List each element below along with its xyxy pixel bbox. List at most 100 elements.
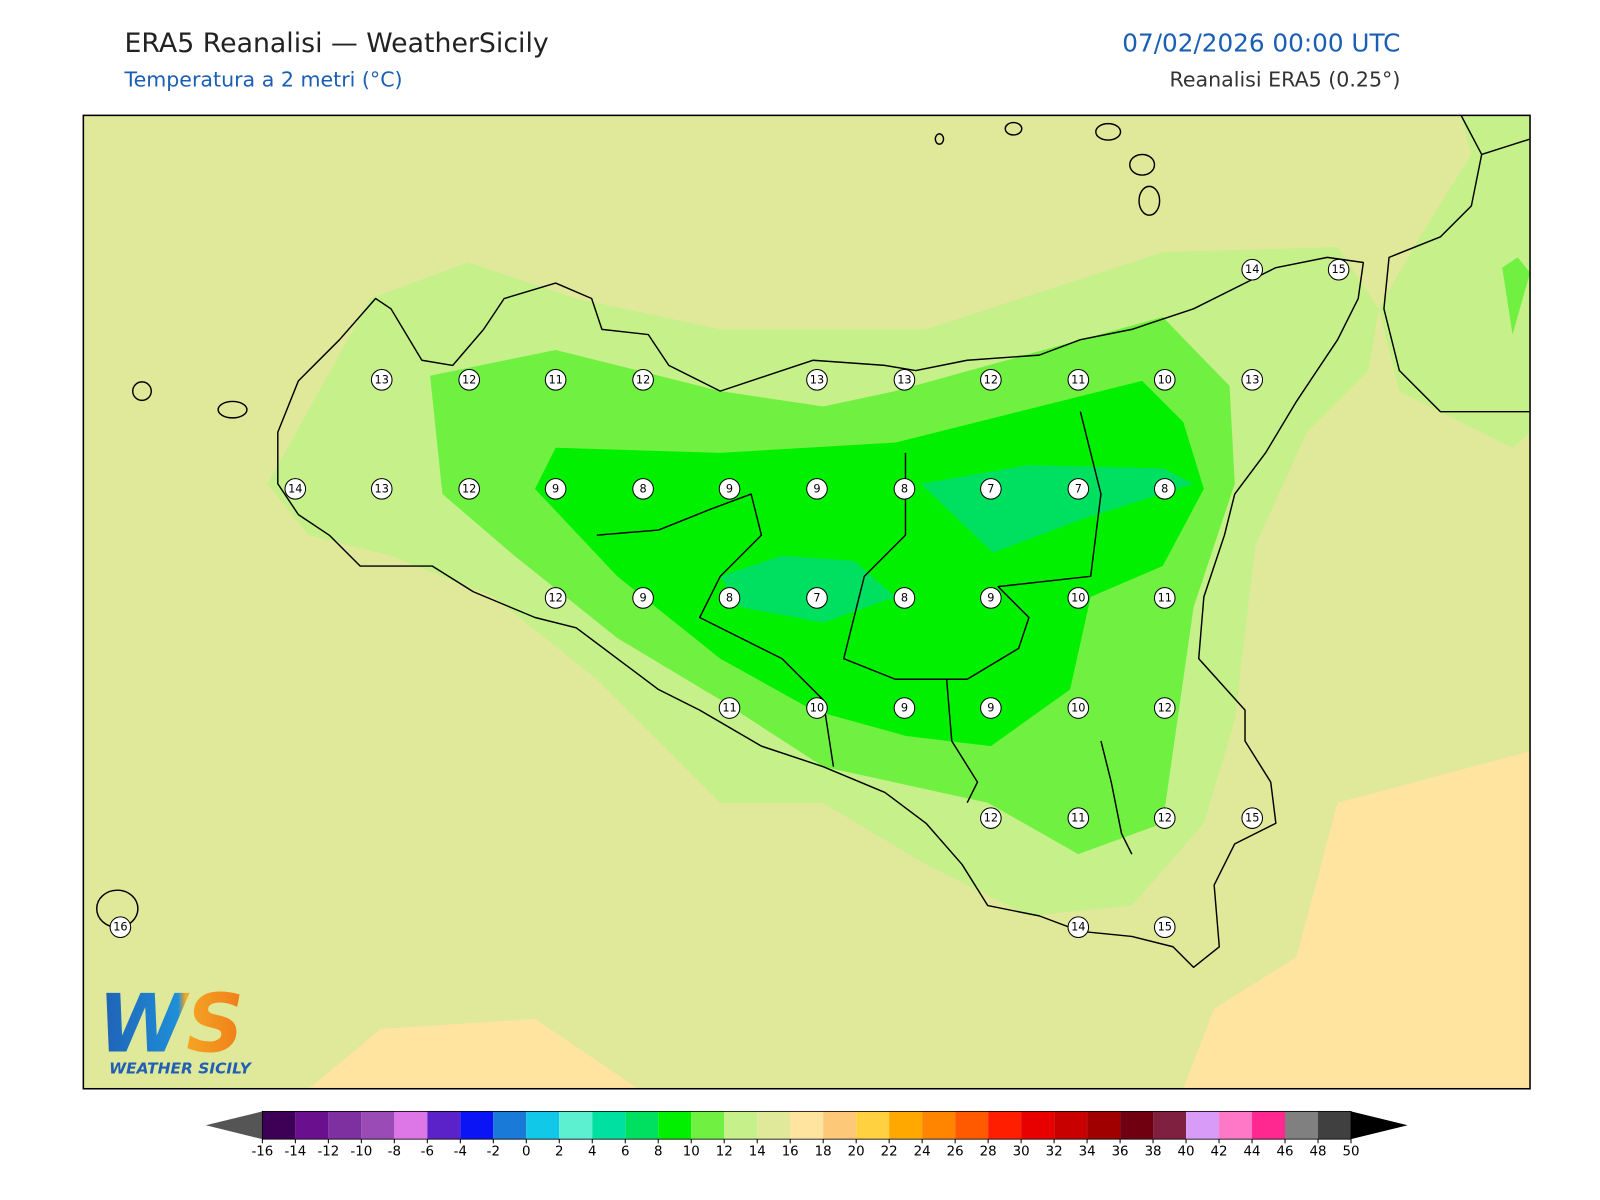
colorbar-outline	[261, 1110, 1352, 1140]
station-value: 13	[810, 373, 824, 386]
station-value: 12	[462, 482, 476, 495]
colorbar-tick-label: 2	[555, 1145, 563, 1160]
station-marker	[1153, 697, 1176, 719]
station-value: 11	[1071, 812, 1085, 825]
station-value: 9	[987, 591, 994, 604]
station-marker	[1241, 807, 1264, 829]
colorbar-segment	[526, 1111, 560, 1140]
station: 8	[718, 587, 741, 609]
station-value: 7	[1075, 482, 1082, 495]
station-marker	[806, 697, 828, 719]
colorbar-tick-label: 34	[1079, 1145, 1096, 1160]
station: 12	[980, 369, 1002, 391]
station: 8	[632, 478, 654, 500]
colorbar-segment	[559, 1111, 593, 1140]
station-value: 11	[722, 702, 736, 715]
colorbar-segment	[1285, 1111, 1319, 1140]
station-value: 8	[901, 482, 908, 495]
station: 10	[806, 697, 828, 719]
colorbar-tick-label: -2	[487, 1145, 500, 1160]
station-value: 10	[810, 702, 824, 715]
colorbar-segment	[625, 1111, 659, 1140]
colorbar-segment	[724, 1111, 758, 1140]
station: 8	[1153, 478, 1176, 500]
station-marker	[1067, 587, 1090, 609]
source: Reanalisi ERA5 (0.25°)	[1169, 67, 1400, 91]
station-value: 12	[984, 812, 998, 825]
colorbar-tick-label: 6	[621, 1145, 629, 1160]
station-marker	[1153, 587, 1176, 609]
datetime: 07/02/2026 00:00 UTC	[1122, 28, 1400, 57]
colorbar-tick-label: 32	[1046, 1145, 1063, 1160]
station-value: 9	[987, 702, 994, 715]
logo-name: WEATHER SICILY	[109, 1059, 253, 1077]
colorbar-segment	[856, 1111, 890, 1140]
colorbar-tick-label: 44	[1244, 1145, 1261, 1160]
sicily-coast	[277, 256, 1365, 969]
station-marker	[1067, 369, 1090, 391]
colorbar-segment	[988, 1111, 1022, 1140]
colorbar-segment	[295, 1111, 329, 1140]
station: 10	[1153, 369, 1176, 391]
colorbar-segment	[394, 1111, 428, 1140]
station-value: 12	[636, 373, 650, 386]
station-marker	[893, 697, 916, 719]
colorbar-tick-label: 30	[1013, 1145, 1030, 1160]
colorbar-segment	[1318, 1111, 1351, 1140]
province-border	[843, 411, 1102, 680]
logo-mark: WS	[98, 978, 244, 1071]
station-marker	[458, 369, 480, 391]
contour-12-14	[1378, 115, 1531, 448]
station-marker	[544, 369, 567, 391]
station-marker	[1241, 369, 1264, 391]
station: 9	[632, 587, 654, 609]
colorbar-tick-label: 46	[1277, 1145, 1294, 1160]
station-value: 8	[901, 591, 908, 604]
station-marker	[544, 587, 567, 609]
warm-area	[308, 1018, 638, 1089]
station: 7	[806, 587, 828, 609]
station-value: 12	[462, 373, 476, 386]
station-marker	[1327, 258, 1350, 281]
calabria-coast	[1383, 115, 1531, 413]
station-marker	[1153, 369, 1176, 391]
colorbar-tick-label: -4	[454, 1145, 467, 1160]
station: 12	[544, 587, 567, 609]
station-marker	[980, 587, 1002, 609]
station-value: 9	[552, 482, 559, 495]
station-marker	[1067, 807, 1090, 829]
station-marker	[370, 369, 393, 391]
station: 12	[1153, 697, 1176, 719]
station: 11	[718, 697, 741, 719]
colorbar-tick-label: 50	[1342, 1145, 1359, 1160]
station-value: 13	[375, 373, 389, 386]
station-value: 10	[1158, 373, 1172, 386]
station: 7	[980, 478, 1002, 500]
colorbar-segment	[427, 1111, 461, 1140]
colorbar-tick-label: 16	[782, 1145, 799, 1160]
colorbar-tick-label: -6	[421, 1145, 434, 1160]
station-marker	[632, 478, 654, 500]
station-marker	[806, 478, 828, 500]
warm-area	[1183, 751, 1531, 1089]
station-marker	[806, 587, 828, 609]
station-value: 8	[726, 591, 733, 604]
colorbar-tick-label: 10	[683, 1145, 700, 1160]
station: 9	[718, 478, 741, 500]
colorbar-segment	[1153, 1111, 1187, 1140]
station-marker	[980, 478, 1002, 500]
station: 14	[284, 478, 307, 500]
colorbar-tick-label: -8	[388, 1145, 401, 1160]
colorbar-segment	[757, 1111, 791, 1140]
station: 12	[1153, 807, 1176, 829]
colorbar-tick-label: 38	[1145, 1145, 1162, 1160]
station-value: 9	[726, 482, 733, 495]
station: 13	[893, 369, 916, 391]
station: 12	[458, 478, 480, 500]
colorbar-tick-label: -12	[317, 1145, 339, 1160]
station-value: 14	[288, 482, 302, 495]
station-value: 15	[1331, 263, 1345, 276]
colorbar: -16 -14 -12 -10 -8 -6 -4 -2 0 2 4 6 8 10 12 14 16 18 20 22 2…	[205, 1110, 1408, 1160]
colorbar-segment	[493, 1111, 527, 1140]
